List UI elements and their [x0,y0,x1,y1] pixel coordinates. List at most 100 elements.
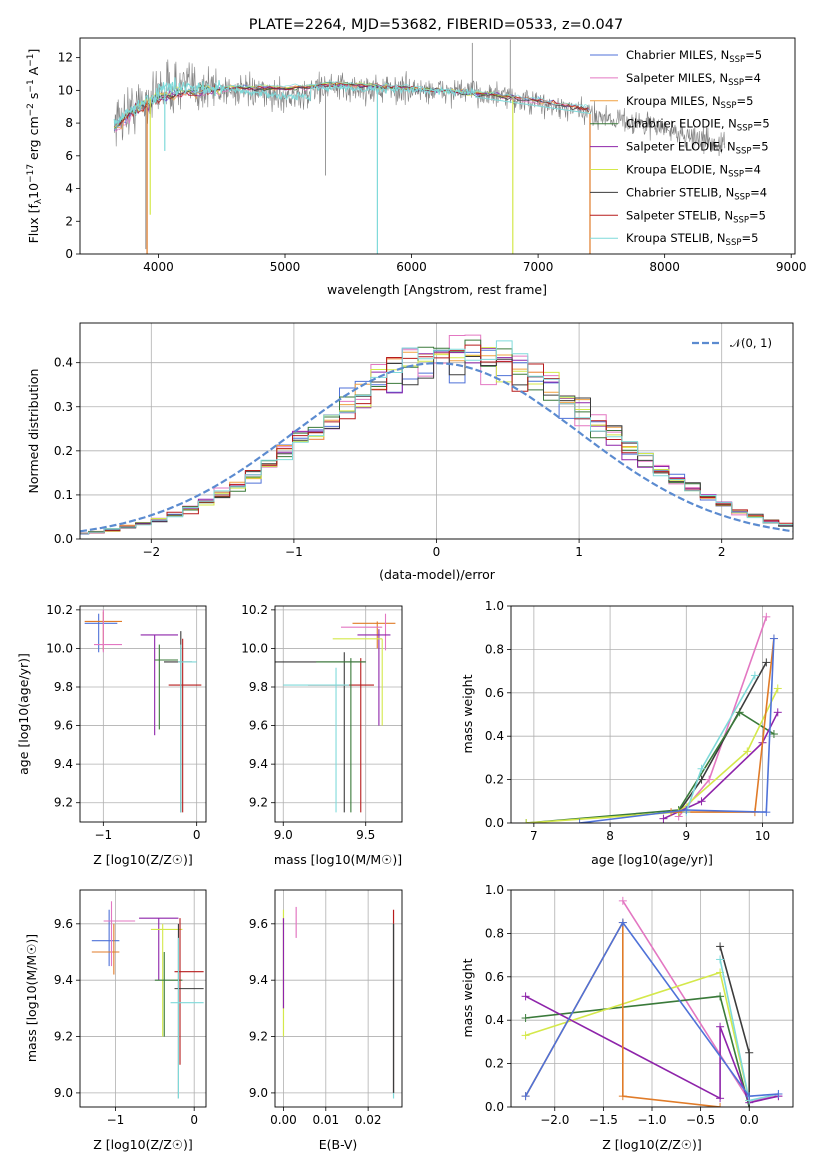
error-bar-cross [283,667,350,813]
y-tick-label: 6 [65,149,73,163]
legend-value: =4 [744,163,761,177]
legend-subscript: SSP [728,170,744,180]
x-tick-label: −1.5 [589,1113,618,1127]
panel-mass_vs_ebv: 0.00 0.01 0.02 9.0 9.2 9.4 9.6 E(B-V) [249,889,403,1152]
legend-value: =5 [745,48,762,62]
mass-weight-line [526,688,779,823]
y-tick-label: 0.4 [54,356,73,370]
y-tick-label: 0.8 [485,642,504,656]
x-tick-label: 0 [190,1113,198,1127]
error-bar-cross [140,634,178,736]
error-bar-cross [168,638,202,813]
y-tick-label: 9.0 [249,1086,268,1100]
plot-area [275,613,396,813]
y-label-part: ] [26,49,41,54]
axes-frame [510,605,794,824]
y-tick-label: 10.2 [46,603,73,617]
histogram-chabrier-elodie [80,339,793,535]
x-tick-label: 0 [193,828,201,842]
legend-subscript: SSP [728,78,744,88]
y-tick-label: 10.0 [241,641,268,655]
error-bar-cross [275,652,366,813]
panel-spectrum: 4000 5000 6000 7000 8000 9000 0 2 4 6 8 10 12 Chabrie… [26,37,807,297]
y-tick-label: 9.2 [249,796,268,810]
legend-value: =5 [749,208,766,222]
y-tick-label: 0.1 [54,488,73,502]
y-tick-label: 0.6 [485,970,504,984]
error-bar-cross [154,644,178,730]
gaussian-curve [80,361,793,533]
mass-weight-line [525,995,750,1107]
y-tick-label: 9.4 [249,973,268,987]
y-label-sup: −17 [26,164,36,183]
legend-subscript: SSP [726,238,742,248]
panel-residuals: −2 −1 0 1 2 0.0 0.1 0.2 0.3 0.4 𝒩(0, 1) (data-model… [26,322,794,582]
x-tick-label: −0.5 [686,1113,715,1127]
y-axis-label: mass [log10(M/M☉)] [24,934,39,1062]
error-bar-cross [357,629,391,726]
x-tick-label: 4000 [143,260,174,274]
legend-subscript: SSP [733,215,749,225]
y-tick-label: 1.0 [485,599,504,613]
y-tick-label: 9.4 [54,973,73,987]
y-tick-label: 0.2 [485,773,504,787]
error-bar-cross [84,613,118,653]
panel-massweight_vs_Z: −2.0 −1.5 −1.0 −0.5 0.0 0.0 0.2 0.4 0.6 0.8 1.0 Z [… [460,883,794,1152]
legend-entry: Salpeter MILES, NSSP=4 [626,71,761,88]
x-tick-label: 0 [433,545,441,559]
plot-area [521,896,783,1107]
y-tick-label: 9.4 [54,757,73,771]
error-bar-cross [178,644,197,813]
x-axis-label: age [log10(age/yr)] [591,852,713,867]
y-tick-label: 9.6 [54,719,73,733]
axes-frame [274,889,403,1108]
spectrum-legend: Chabrier MILES, NSSP=5 Salpeter MILES, NS… [590,48,770,248]
legend-entry: 𝒩(0, 1) [730,336,772,350]
x-tick-label: 9000 [776,260,807,274]
y-tick-label: 10.2 [241,603,268,617]
y-axis-label: mass weight [460,674,475,753]
y-tick-label: 9.6 [249,917,268,931]
error-bar-cross [307,658,374,813]
plot-area [84,609,202,813]
histogram-kroupa-stelib [80,340,793,535]
plot-area [91,901,204,1099]
x-tick-label: 10 [755,829,770,843]
y-tick-label: 0 [65,247,73,261]
x-tick-label: 9.5 [356,828,375,842]
y-tick-label: 9.2 [54,1030,73,1044]
y-tick-label: 4 [65,182,73,196]
legend-value: =4 [744,71,761,85]
x-tick-label: −1 [107,1113,125,1127]
y-tick-label: 2 [65,214,73,228]
y-tick-label: 12 [58,51,73,65]
x-tick-label: 7 [530,829,538,843]
y-label-part: s [26,93,41,104]
x-axis-label: Z [log10(Z/Z☉)] [93,1137,193,1152]
y-tick-label: 8 [65,116,73,130]
x-axis-label: Z [log10(Z/Z☉)] [602,1137,702,1152]
y-tick-label: 9.2 [249,1030,268,1044]
x-tick-label: 8000 [649,260,680,274]
y-label-part: A [26,66,41,79]
y-tick-label: 0.0 [54,532,73,546]
plot-area [282,906,395,1099]
y-axis-label: Flux [fλ10−17 erg cm−2 s−1 A−1] [26,49,44,244]
x-tick-label: 0.00 [270,1113,297,1127]
y-tick-label: 0.4 [485,729,504,743]
histogram-salpeter-stelib [80,344,793,534]
y-label-sup: −2 [26,103,36,116]
y-tick-label: 9.4 [249,757,268,771]
x-tick-label: −2 [142,545,160,559]
y-axis-label: age [log10(age/yr)] [16,653,31,775]
y-tick-label: 9.8 [54,680,73,694]
legend-subscript: SSP [737,124,753,134]
legend-entry: Chabrier STELIB, NSSP=4 [626,185,767,202]
error-bar-cross [164,631,192,813]
y-tick-label: 9.8 [249,680,268,694]
legend-subscript: SSP [721,101,737,111]
legend-subscript: SSP [736,147,752,157]
panel-massweight_vs_age: 7 8 9 10 0.0 0.2 0.4 0.6 0.8 1.0 age [log10(age/yr… [460,599,794,867]
y-tick-label: 9.2 [54,796,73,810]
y-tick-label: 0.8 [485,926,504,940]
